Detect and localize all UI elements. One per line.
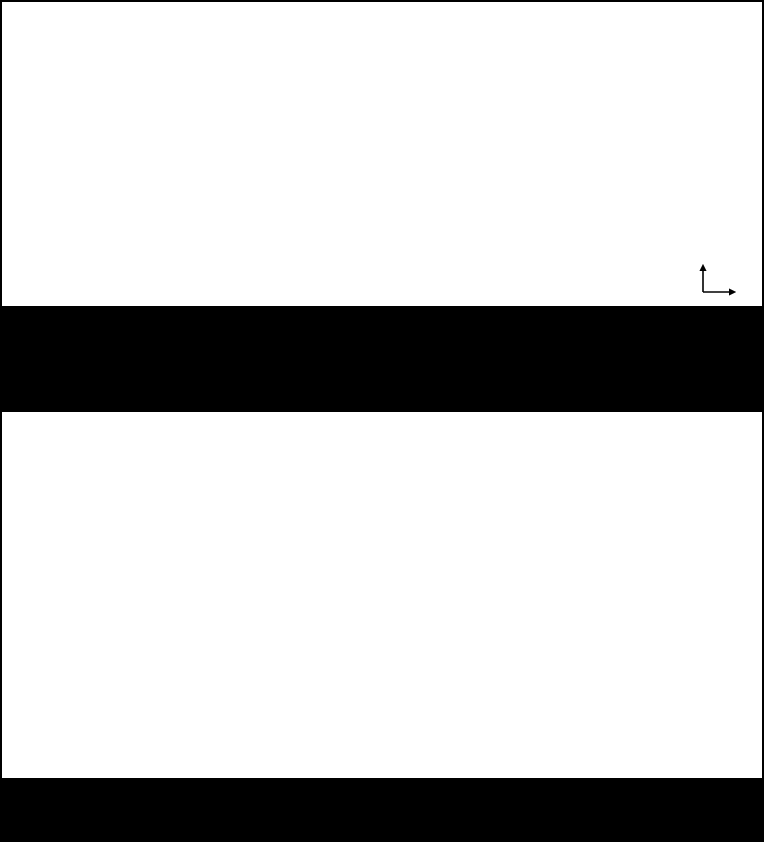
reference-vector-legend (598, 258, 764, 310)
reference-vector-arrows-icon (699, 263, 737, 296)
heating-colorbar (100, 710, 700, 774)
diabatic-heating-figure (2, 412, 762, 778)
jul-panel-plot (288, 13, 528, 216)
jun-panel-plot (44, 13, 275, 216)
aug-panel-plot (540, 13, 762, 216)
caption-band-moisture (0, 306, 764, 412)
heating-precip-plot (55, 415, 717, 660)
moisture-flux-figure (2, 2, 762, 306)
caption-band-heating (0, 778, 764, 842)
